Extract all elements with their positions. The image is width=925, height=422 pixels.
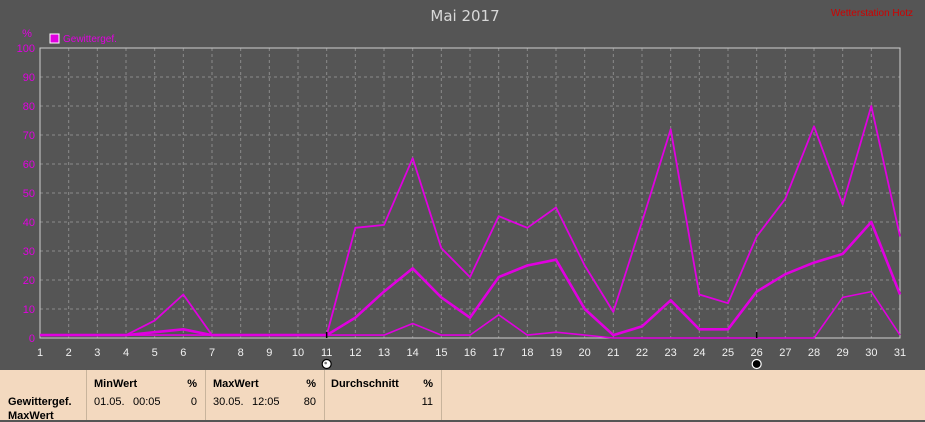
y-tick-label: 60 [23, 159, 35, 171]
full-moon-icon [321, 358, 332, 370]
x-tick-label: 6 [180, 347, 186, 359]
x-tick-label: 17 [493, 347, 505, 359]
max-cell: MaxWert % 30.05. 12:05 80 [206, 370, 325, 420]
y-axis: 0 10 20 30 40 50 60 70 80 90 100 [17, 43, 35, 345]
avg-cell: Durchschnitt % 11 [325, 370, 442, 420]
legend-swatch [49, 33, 60, 44]
y-tick-label: 50 [23, 188, 35, 200]
x-tick-label: 31 [894, 347, 906, 359]
max-time: 12:05 [252, 396, 280, 408]
weather-chart: Mai 2017 Wetterstation Hotz % Gewitterge… [17, 7, 913, 370]
x-tick-label: 12 [349, 347, 361, 359]
x-tick-label: 10 [292, 347, 304, 359]
x-tick-label: 11 [321, 347, 332, 359]
x-tick-label: 24 [693, 347, 705, 359]
series-name-2: MaxWert [8, 410, 54, 422]
avg-header: Durchschnitt [331, 378, 399, 390]
x-tick-label: 23 [665, 347, 677, 359]
y-tick-label: 10 [23, 304, 35, 316]
x-tick-label: 1 [37, 347, 43, 359]
new-moon-icon [751, 358, 762, 370]
y-tick-label: 0 [29, 333, 35, 345]
stats-footer: Gewittergef. MaxWert MinWert % 01.05. 00… [0, 370, 925, 422]
x-tick-label: 14 [407, 347, 419, 359]
x-tick-label: 3 [94, 347, 100, 359]
min-value: 0 [190, 396, 197, 408]
series-line-max [40, 105, 901, 337]
max-header: MaxWert [213, 378, 259, 390]
min-time: 00:05 [133, 396, 161, 408]
x-tick-label: 2 [66, 347, 72, 359]
max-date: 30.05. [213, 396, 244, 408]
y-tick-label: 100 [17, 43, 35, 55]
moon-crater [324, 361, 327, 365]
max-unit: % [306, 378, 316, 390]
x-tick-label: 9 [266, 347, 272, 359]
x-tick-label: 27 [779, 347, 791, 359]
station-brand: Wetterstation Hotz [831, 8, 913, 19]
x-tick-label: 28 [808, 347, 820, 359]
min-cell: MinWert % 01.05. 00:05 0 [87, 370, 206, 420]
y-axis-unit: % [22, 28, 32, 40]
x-tick-label: 21 [607, 347, 619, 359]
series-cell: Gewittergef. MaxWert [0, 370, 87, 422]
x-tick-label: 18 [521, 347, 533, 359]
x-tick-label: 30 [865, 347, 877, 359]
x-tick-label: 16 [464, 347, 476, 359]
y-tick-label: 40 [23, 217, 35, 229]
series-name: Gewittergef. [8, 396, 72, 408]
moon-markers [321, 332, 762, 370]
x-tick-label: 29 [837, 347, 849, 359]
grid [40, 48, 900, 338]
legend-label: Gewittergef. [63, 34, 117, 45]
max-value: 80 [303, 396, 316, 408]
min-unit: % [187, 378, 197, 390]
x-tick-label: 20 [579, 347, 591, 359]
avg-unit: % [423, 378, 433, 390]
x-tick-label: 4 [123, 347, 129, 359]
x-axis: 1 2 3 4 5 6 7 8 9 10 11 12 13 14 15 16 17 18 19 20 21 22 23 24 2… [37, 347, 906, 359]
min-header: MinWert [94, 378, 138, 390]
x-tick-label: 22 [636, 347, 648, 359]
x-tick-label: 8 [238, 347, 244, 359]
x-tick-label: 13 [378, 347, 390, 359]
min-date: 01.05. [94, 396, 125, 408]
x-tick-label: 5 [152, 347, 158, 359]
y-tick-label: 80 [23, 101, 35, 113]
x-tick-label: 26 [751, 347, 763, 359]
x-tick-label: 7 [209, 347, 215, 359]
series-line-average [40, 220, 902, 337]
y-tick-label: 70 [23, 130, 35, 142]
x-tick-label: 19 [550, 347, 562, 359]
y-tick-label: 30 [23, 246, 35, 258]
plot-frame [39, 47, 901, 339]
y-tick-label: 90 [23, 72, 35, 84]
avg-value: 11 [421, 396, 433, 408]
chart-title: Mai 2017 [430, 7, 499, 25]
x-tick-label: 15 [435, 347, 447, 359]
x-tick-label: 25 [722, 347, 734, 359]
y-tick-label: 20 [23, 275, 35, 287]
